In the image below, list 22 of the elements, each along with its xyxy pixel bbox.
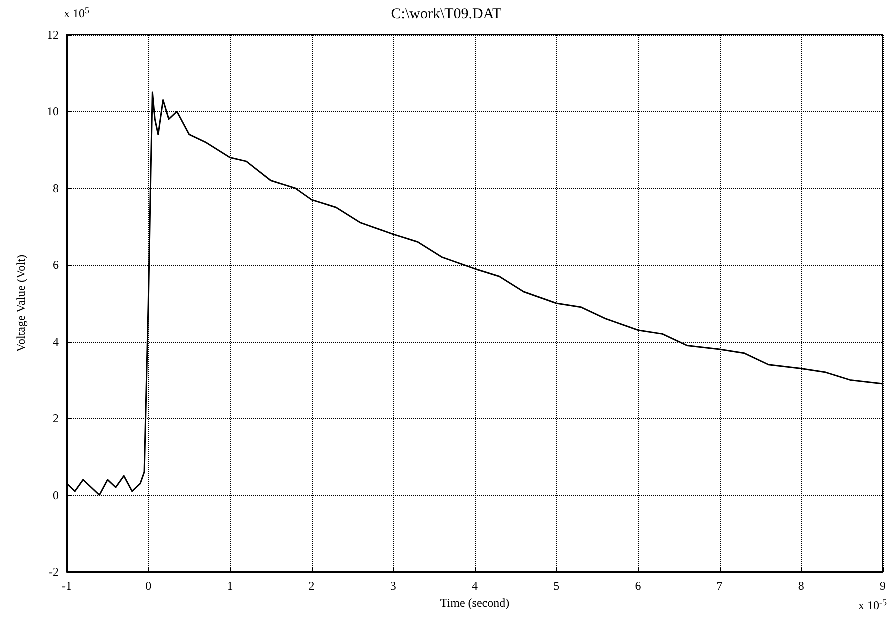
y-tick-label: -2 (49, 565, 59, 579)
y-tick-label: 4 (53, 334, 59, 349)
y-tick-label: 6 (53, 258, 59, 272)
x-tick-label: 7 (716, 579, 723, 593)
y-tick-label: 8 (53, 181, 59, 196)
x-tick-label: 4 (472, 579, 478, 593)
x-tick-label: -1 (62, 579, 72, 593)
chart-title: C:\work\T09.DAT (391, 6, 502, 22)
y-tick-label: 10 (47, 104, 59, 119)
x-tick-label: 1 (227, 579, 234, 593)
y-tick-label: 12 (47, 28, 59, 42)
x-tick-label: 2 (308, 579, 315, 593)
y-tick-label: 2 (53, 412, 59, 426)
x-tick-label: 3 (390, 579, 396, 593)
x-tick-label: 9 (880, 579, 886, 593)
x-axis-title: Time (second) (440, 596, 510, 610)
x-tick-label: 6 (635, 579, 642, 593)
y-tick-label: 0 (53, 488, 59, 502)
x-tick-label: 8 (798, 579, 804, 593)
x-tick-label: 0 (146, 579, 152, 593)
x-tick-label: 5 (554, 579, 560, 593)
y-axis-title: Voltage Value (Volt) (14, 254, 28, 352)
